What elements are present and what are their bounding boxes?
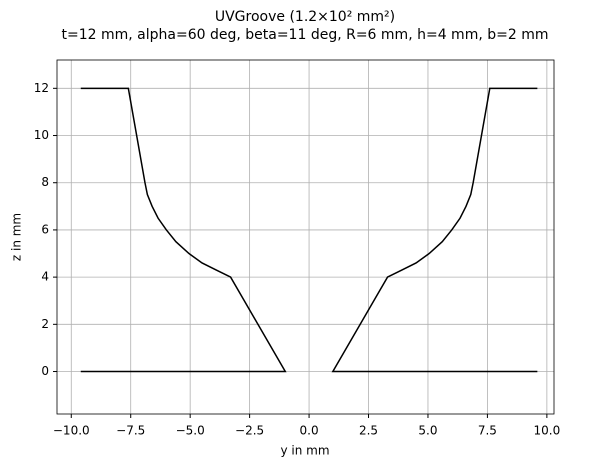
x-tick-label: 10.0 (534, 424, 561, 438)
chart-subtitle: t=12 mm, alpha=60 deg, beta=11 deg, R=6 … (62, 27, 549, 43)
y-tick-label: 10 (34, 128, 49, 142)
x-tick-label: 2.5 (359, 424, 378, 438)
y-tick-label: 4 (41, 270, 49, 284)
y-tick-label: 2 (41, 317, 49, 331)
x-tick-label: 5.0 (418, 424, 437, 438)
x-tick-label: 0.0 (300, 424, 319, 438)
chart-title: UVGroove (1.2×10² mm²) (215, 9, 395, 25)
y-tick-label: 8 (41, 175, 49, 189)
groove-line (331, 87, 538, 373)
groove-line (80, 87, 287, 373)
y-tick-label: 6 (41, 222, 49, 236)
x-tick-label: −2.5 (235, 424, 264, 438)
x-tick-label: −7.5 (116, 424, 145, 438)
y-tick-label: 12 (34, 81, 49, 95)
y-axis-label: z in mm (10, 213, 24, 261)
x-tick-label: −5.0 (176, 424, 205, 438)
x-tick-label: 7.5 (478, 424, 497, 438)
plot-frame (56, 59, 555, 415)
y-tick-label: 0 (41, 364, 49, 378)
x-axis-label: y in mm (280, 444, 329, 458)
x-tick-label: −10.0 (53, 424, 90, 438)
